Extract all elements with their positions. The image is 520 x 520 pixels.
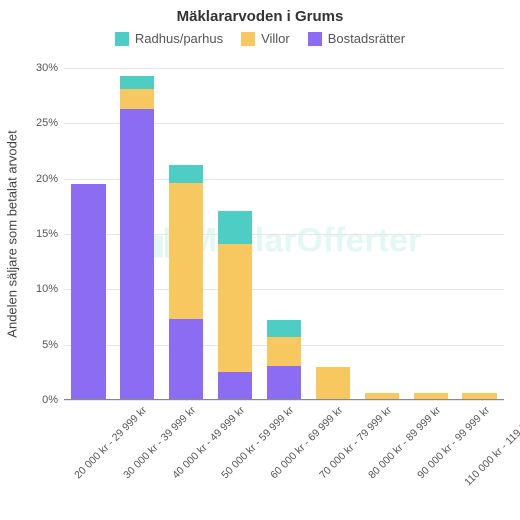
y-axis-label: Andelen säljare som betalat arvodet bbox=[5, 130, 20, 337]
bar-segment bbox=[267, 320, 301, 337]
bar-segment bbox=[169, 319, 203, 400]
bar-segment bbox=[218, 211, 252, 244]
bar-group bbox=[267, 68, 301, 400]
y-tick-label: 0% bbox=[42, 394, 64, 406]
y-tick-label: 20% bbox=[36, 173, 64, 185]
bar-segment bbox=[267, 337, 301, 366]
bar-segment bbox=[120, 109, 154, 400]
bar-group bbox=[218, 68, 252, 400]
y-tick-label: 30% bbox=[36, 62, 64, 74]
legend-label: Radhus/parhus bbox=[135, 31, 223, 46]
bar-group bbox=[71, 68, 105, 400]
plot: 0%5%10%15%20%25%30%20 000 kr - 29 999 kr… bbox=[64, 68, 504, 400]
bar-segment bbox=[120, 76, 154, 89]
bar-group bbox=[316, 68, 350, 400]
bar-segment bbox=[218, 244, 252, 372]
legend-label: Bostadsrätter bbox=[328, 31, 405, 46]
y-tick-label: 15% bbox=[36, 228, 64, 240]
legend-swatch bbox=[115, 32, 129, 46]
bar-segment bbox=[169, 183, 203, 319]
y-tick-label: 25% bbox=[36, 117, 64, 129]
bar-segment bbox=[169, 165, 203, 183]
bar-segment bbox=[218, 372, 252, 400]
legend-item: Villor bbox=[241, 31, 290, 46]
bar-segment bbox=[71, 184, 105, 400]
y-tick-label: 5% bbox=[42, 339, 64, 351]
bar-group bbox=[365, 68, 399, 400]
bar-segment bbox=[120, 89, 154, 109]
bar-group bbox=[120, 68, 154, 400]
legend: Radhus/parhus Villor Bostadsrätter bbox=[0, 25, 520, 48]
legend-item: Bostadsrätter bbox=[308, 31, 405, 46]
legend-swatch bbox=[308, 32, 322, 46]
legend-item: Radhus/parhus bbox=[115, 31, 223, 46]
bar-segment bbox=[316, 367, 350, 400]
chart-title: Mäklararvoden i Grums bbox=[0, 0, 520, 25]
legend-label: Villor bbox=[261, 31, 290, 46]
y-tick-label: 10% bbox=[36, 283, 64, 295]
bar-group bbox=[462, 68, 496, 400]
bar-group bbox=[414, 68, 448, 400]
bar-group bbox=[169, 68, 203, 400]
chart-plot-area: MäklarOfferter 0%5%10%15%20%25%30%20 000… bbox=[64, 68, 504, 400]
x-axis-baseline bbox=[64, 399, 504, 400]
legend-swatch bbox=[241, 32, 255, 46]
bar-segment bbox=[267, 366, 301, 400]
gridline bbox=[64, 400, 504, 401]
